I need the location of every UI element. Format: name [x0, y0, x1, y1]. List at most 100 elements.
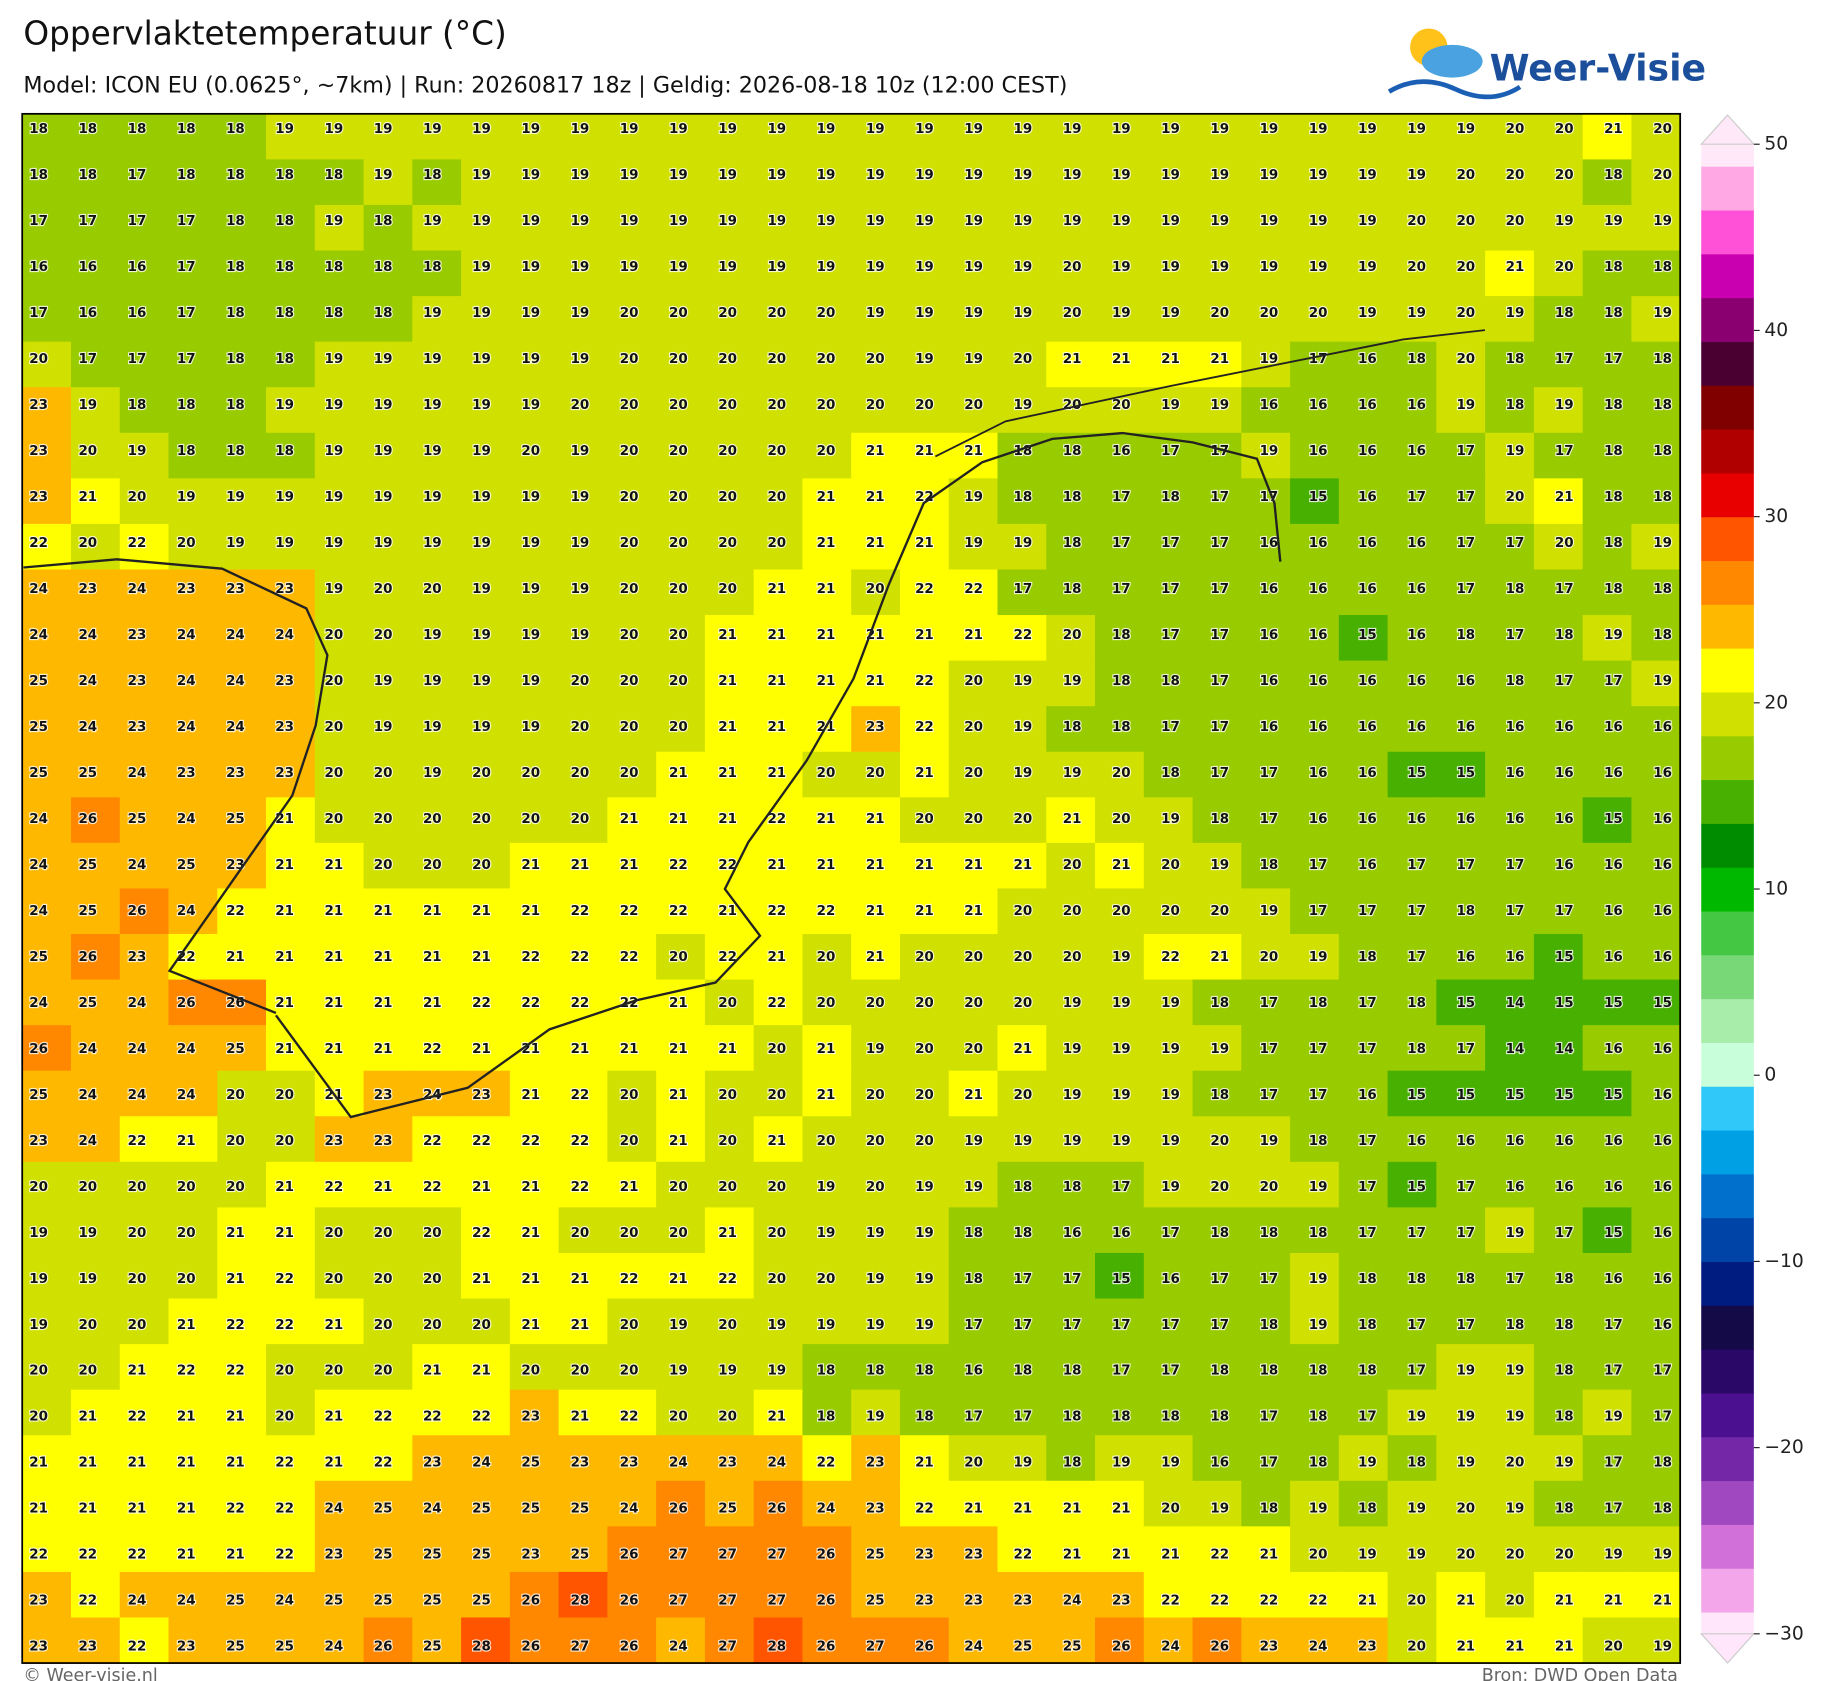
temp-cell	[1338, 1298, 1389, 1345]
temp-cell	[997, 1526, 1047, 1573]
temp-cell	[1095, 478, 1145, 525]
temp-label: 17	[1210, 1272, 1229, 1287]
temp-label: 24	[325, 1640, 344, 1655]
temp-cell	[704, 934, 755, 981]
temp-cell	[1582, 1617, 1633, 1664]
temp-label: 19	[1407, 1410, 1426, 1425]
temp-cell	[70, 478, 121, 525]
temp-label: 19	[521, 582, 540, 597]
temp-label: 19	[374, 490, 393, 505]
temp-cell	[1338, 842, 1389, 890]
colorbar-band	[1701, 1261, 1754, 1306]
temp-cell	[802, 113, 852, 161]
temp-cell	[1533, 113, 1584, 161]
temp-label: 21	[472, 1180, 491, 1195]
temp-cell	[461, 1435, 511, 1482]
temp-cell	[412, 706, 462, 753]
temp-cell	[168, 341, 218, 388]
temp-cell	[1582, 250, 1633, 297]
temp-label: 17	[1260, 1042, 1279, 1057]
temp-label: 19	[1555, 214, 1574, 229]
temp-label: 20	[29, 1180, 48, 1195]
temp-cell	[266, 888, 316, 935]
temp-cell	[509, 1298, 560, 1345]
temp-cell	[656, 432, 706, 480]
temp-cell	[1290, 250, 1340, 297]
temp-cell	[1582, 432, 1633, 480]
temp-label: 16	[1555, 1134, 1574, 1149]
temp-label: 19	[472, 352, 491, 367]
temp-cell	[363, 1480, 414, 1528]
temp-label: 19	[423, 122, 442, 137]
temp-label: 28	[472, 1640, 491, 1655]
temp-cell	[1143, 296, 1194, 343]
temp-cell	[704, 204, 755, 252]
temp-label: 20	[620, 352, 639, 367]
temp-label: 20	[521, 766, 540, 781]
temp-label: 20	[964, 1456, 983, 1471]
temp-label: 16	[1506, 950, 1525, 965]
temp-cell	[363, 250, 414, 297]
temp-cell	[509, 1252, 560, 1300]
temp-label: 19	[1456, 398, 1475, 413]
temp-label: 19	[1161, 306, 1180, 321]
temp-cell	[266, 296, 316, 343]
temp-cell	[607, 569, 657, 616]
temp-cell	[22, 1025, 72, 1072]
temp-label: 24	[177, 1042, 196, 1057]
temp-cell	[1290, 1025, 1340, 1072]
temp-cell	[899, 706, 950, 753]
temp-label: 19	[423, 536, 442, 551]
temp-label: 16	[1653, 1226, 1672, 1241]
temp-label: 19	[521, 260, 540, 275]
temp-label: 16	[1309, 720, 1328, 735]
temp-cell	[1241, 1298, 1291, 1345]
temp-label: 17	[1260, 996, 1279, 1011]
temp-label: 18	[1358, 950, 1377, 965]
temp-cell	[1143, 1344, 1194, 1391]
temp-cell	[558, 1207, 609, 1254]
temp-label: 22	[817, 1456, 836, 1471]
temp-cell	[851, 706, 901, 753]
temp-label: 19	[571, 628, 590, 643]
temp-cell	[168, 1116, 218, 1163]
temp-label: 18	[1604, 168, 1623, 183]
temp-label: 16	[1112, 444, 1131, 459]
temp-label: 24	[78, 1134, 97, 1149]
temp-label: 20	[1014, 812, 1033, 827]
temp-label: 19	[669, 214, 688, 229]
temp-label: 22	[275, 1318, 294, 1333]
temp-label: 17	[1604, 1318, 1623, 1333]
temp-label: 21	[275, 904, 294, 919]
temp-cell	[1485, 797, 1535, 844]
temp-cell	[1582, 478, 1633, 525]
temp-label: 17	[1210, 720, 1229, 735]
temp-cell	[1290, 478, 1340, 525]
temp-cell	[168, 387, 218, 434]
temp-cell	[363, 1435, 414, 1482]
temp-cell	[851, 1571, 901, 1619]
temp-label: 19	[521, 398, 540, 413]
temp-label: 18	[1063, 536, 1082, 551]
temp-label: 24	[423, 1088, 442, 1103]
temp-cell	[899, 797, 950, 844]
temp-label: 15	[1358, 628, 1377, 643]
temp-cell	[997, 1435, 1047, 1482]
temp-label: 17	[1407, 1226, 1426, 1241]
temp-label: 20	[128, 490, 147, 505]
temp-label: 16	[1407, 1134, 1426, 1149]
temp-label: 25	[226, 1640, 245, 1655]
temp-label: 20	[1456, 168, 1475, 183]
temp-label: 23	[128, 674, 147, 689]
temp-cell	[1582, 1344, 1633, 1391]
temp-cell	[70, 1116, 121, 1163]
temp-label: 27	[767, 1594, 786, 1609]
temp-label: 21	[915, 536, 934, 551]
temp-cell	[997, 1116, 1047, 1163]
temp-cell	[1582, 1480, 1633, 1528]
temp-label: 20	[915, 996, 934, 1011]
temp-label: 21	[325, 1410, 344, 1425]
temp-cell	[314, 523, 365, 571]
temp-cell	[656, 615, 706, 662]
temp-cell	[1143, 1571, 1194, 1619]
